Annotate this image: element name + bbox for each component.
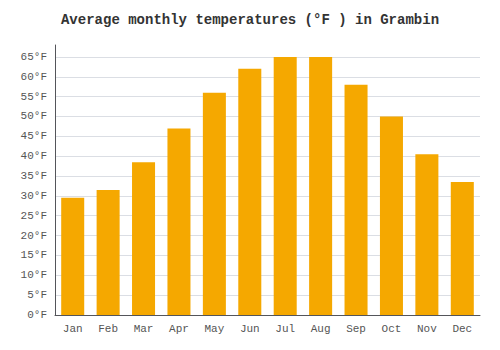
- svg-text:25°F: 25°F: [21, 210, 47, 222]
- svg-text:May: May: [204, 323, 224, 335]
- svg-text:Jul: Jul: [275, 323, 295, 335]
- svg-text:Apr: Apr: [169, 323, 189, 335]
- svg-text:Aug: Aug: [311, 323, 331, 335]
- svg-text:30°F: 30°F: [21, 190, 47, 202]
- svg-text:Jan: Jan: [63, 323, 83, 335]
- svg-text:Oct: Oct: [382, 323, 402, 335]
- svg-text:0°F: 0°F: [27, 309, 47, 321]
- svg-text:45°F: 45°F: [21, 130, 47, 142]
- svg-text:65°F: 65°F: [21, 51, 47, 63]
- svg-text:35°F: 35°F: [21, 170, 47, 182]
- svg-text:Feb: Feb: [98, 323, 118, 335]
- svg-text:Mar: Mar: [134, 323, 154, 335]
- svg-text:Dec: Dec: [452, 323, 472, 335]
- svg-text:5°F: 5°F: [27, 289, 47, 301]
- svg-text:15°F: 15°F: [21, 249, 47, 261]
- svg-text:10°F: 10°F: [21, 269, 47, 281]
- svg-text:40°F: 40°F: [21, 150, 47, 162]
- svg-text:Average monthly temperatures (: Average monthly temperatures (°F ) in Gr…: [61, 12, 439, 28]
- svg-text:20°F: 20°F: [21, 230, 47, 242]
- svg-text:Jun: Jun: [240, 323, 260, 335]
- svg-text:60°F: 60°F: [21, 71, 47, 83]
- svg-text:50°F: 50°F: [21, 110, 47, 122]
- svg-text:Sep: Sep: [346, 323, 366, 335]
- svg-text:Nov: Nov: [417, 323, 437, 335]
- svg-text:55°F: 55°F: [21, 91, 47, 103]
